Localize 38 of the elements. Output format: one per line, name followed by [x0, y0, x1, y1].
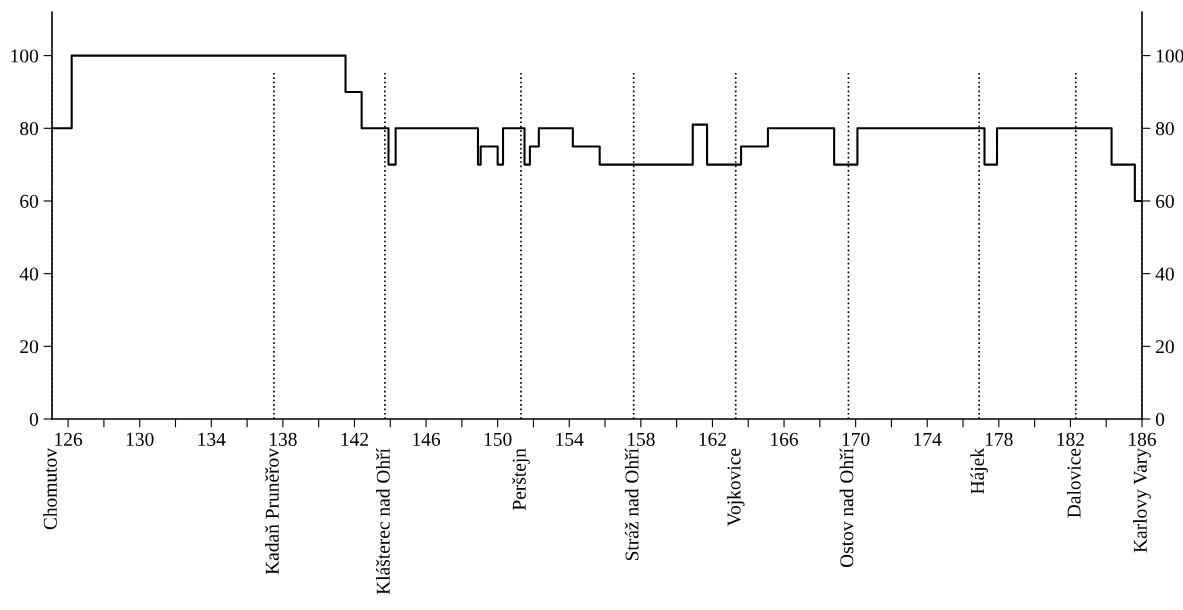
- ref-line-label: Hájek: [970, 448, 988, 494]
- ref-line-label: Karlovy Vary: [1133, 448, 1151, 553]
- ref-line-label: Ostov nad Ohří: [839, 448, 854, 568]
- y2-tick-label: 0: [1155, 412, 1165, 426]
- x-tick-label: 130: [126, 432, 154, 446]
- ref-line-label: Vojkovice: [726, 448, 745, 527]
- x-tick-label: 170: [842, 432, 870, 446]
- y2-tick-label: 40: [1155, 267, 1174, 281]
- x-tick-label: 158: [627, 432, 655, 446]
- y2-tick-label: 60: [1156, 194, 1174, 208]
- ref-line-label: Perštejn: [512, 448, 530, 511]
- x-tick-label: 134: [198, 432, 226, 446]
- y2-tick-label: 100: [1156, 49, 1183, 63]
- y-tick-label: 40: [19, 267, 39, 281]
- ref-line-label: Stráž nad Ohří: [624, 448, 639, 561]
- y-tick-label: 60: [20, 194, 39, 208]
- y-tick-label: 80: [20, 122, 39, 136]
- x-tick-label: 154: [556, 432, 584, 446]
- x-tick-label: 174: [914, 432, 942, 446]
- x-tick-label: 126: [55, 432, 83, 446]
- x-tick-label: 166: [771, 432, 799, 446]
- x-tick-label: 178: [985, 432, 1013, 446]
- x-tick-label: 146: [413, 432, 441, 446]
- y2-tick-label: 80: [1155, 122, 1174, 136]
- x-tick-label: 150: [484, 432, 512, 446]
- ref-line-label: Dalovice: [1066, 448, 1081, 518]
- ref-line-label: Chomutov: [43, 448, 57, 530]
- x-tick-label: 142: [341, 432, 368, 446]
- x-tick-label: 162: [699, 432, 726, 446]
- y-tick-label: 0: [29, 412, 39, 426]
- y-tick-label: 20: [20, 340, 39, 354]
- y2-tick-label: 20: [1156, 340, 1174, 354]
- x-tick-label: 182: [1057, 432, 1084, 446]
- ref-line-label: Klášterec nad Ohří: [376, 448, 390, 595]
- x-tick-label: 186: [1129, 432, 1156, 446]
- y-tick-label: 100: [11, 49, 39, 63]
- x-tick-label: 138: [270, 432, 297, 446]
- ref-line-label: Kadaň Pruněřov: [265, 448, 279, 575]
